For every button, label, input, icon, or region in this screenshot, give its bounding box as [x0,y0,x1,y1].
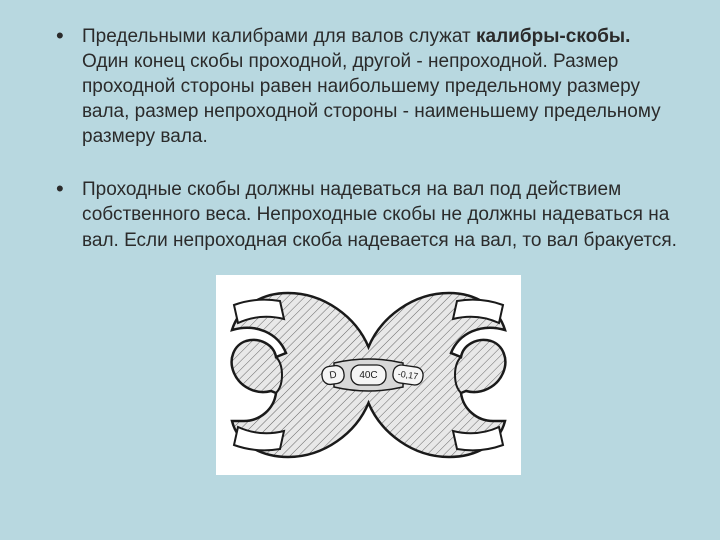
snap-gauge-figure: D 40C -0,17 [216,275,521,475]
plate-label-left: D [328,369,337,381]
bullet-item: Предельными калибрами для валов служат к… [56,24,680,149]
bullet-list: Предельными калибрами для валов служат к… [56,24,680,253]
bullet-text-bold: калибры-скобы. [476,26,630,47]
plate-label-center: 40C [359,370,377,381]
bullet-text-after: Один конец скобы проходной, другой - неп… [82,51,661,147]
bullet-text-before: Предельными калибрами для валов служат [82,26,476,47]
figure-container: D 40C -0,17 [56,275,680,480]
bullet-item: Проходные скобы должны надеваться на вал… [56,177,680,252]
slide-body: Предельными калибрами для валов служат к… [0,0,720,540]
bullet-text-before: Проходные скобы должны надеваться на вал… [82,179,677,250]
